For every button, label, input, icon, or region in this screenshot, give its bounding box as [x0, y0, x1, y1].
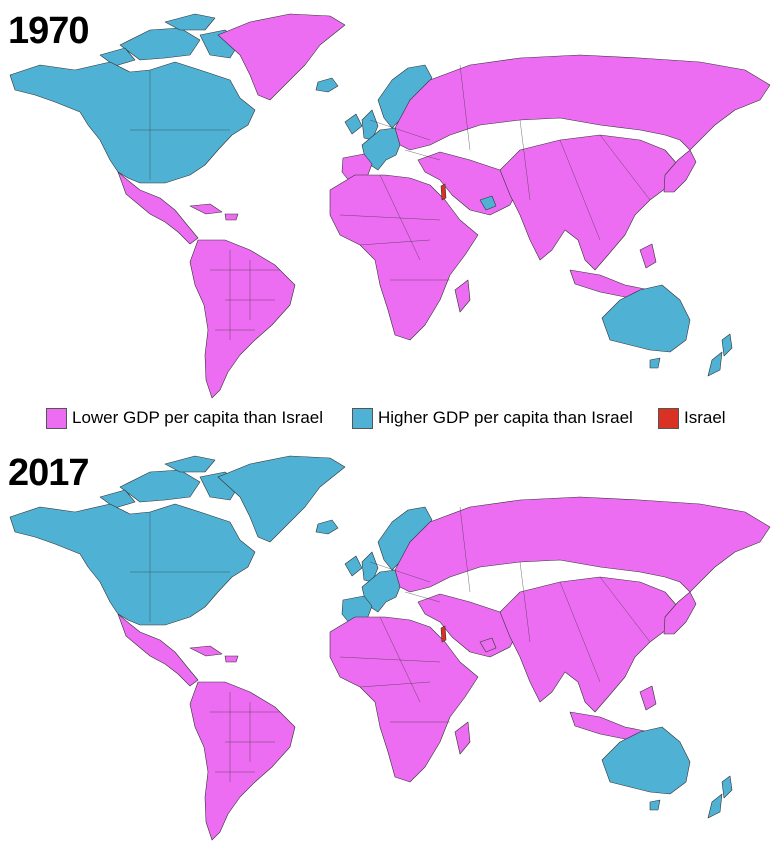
region-western-europe [361, 551, 379, 583]
region-canadian-arctic [164, 13, 216, 31]
region-eastern-europe-russia [394, 54, 771, 151]
region-western-europe [344, 113, 363, 135]
region-eastern-europe-russia [394, 496, 771, 593]
region-central-america [117, 171, 199, 245]
map-shapes [9, 455, 771, 841]
map-shapes [9, 13, 771, 399]
region-africa [454, 279, 471, 313]
region-japan [663, 149, 697, 193]
region-western-europe [344, 555, 363, 577]
region-gulf-states [479, 637, 497, 653]
region-africa [454, 721, 471, 755]
region-australia [601, 726, 691, 795]
region-middle-east [417, 593, 521, 658]
region-australia [649, 357, 661, 369]
legend-item-lower: Lower GDP per capita than Israel [46, 405, 323, 431]
region-western-europe [361, 109, 379, 141]
region-africa [329, 616, 479, 783]
country-borders [210, 692, 280, 782]
country-borders [130, 64, 651, 281]
legend-label-israel: Israel [684, 408, 726, 427]
region-new-zealand [721, 333, 733, 357]
map-2017: 2017 [0, 438, 780, 846]
region-iceland [315, 77, 339, 93]
region-gulf-states [479, 195, 497, 211]
region-new-zealand [707, 793, 723, 819]
legend-label-lower: Lower GDP per capita than Israel [72, 408, 324, 427]
legend-swatch-lower [46, 407, 67, 429]
region-canadian-arctic [164, 455, 216, 473]
region-canadian-arctic [119, 27, 201, 61]
region-greenland [217, 455, 346, 543]
region-south-america [189, 239, 296, 399]
region-israel [440, 625, 447, 643]
legend-swatch-israel [658, 407, 679, 429]
year-label-1970: 1970 [8, 10, 90, 52]
region-asia [499, 576, 679, 713]
region-asia [499, 134, 679, 271]
region-asia [639, 685, 657, 711]
country-borders [130, 506, 651, 723]
region-middle-east [417, 151, 521, 216]
legend-item-higher: Higher GDP per capita than Israel [352, 405, 633, 431]
legend-item-israel: Israel [658, 405, 726, 431]
region-canadian-arctic [119, 469, 201, 503]
region-south-america [189, 681, 296, 841]
region-central-america [189, 645, 223, 657]
legend-swatch-higher [352, 407, 373, 429]
region-north-america [9, 61, 256, 184]
region-africa [329, 174, 479, 341]
region-north-america [9, 503, 256, 626]
region-new-zealand [721, 775, 733, 799]
world-map-1970 [9, 13, 771, 399]
year-label-2017: 2017 [8, 452, 90, 494]
country-borders [210, 250, 280, 340]
region-new-zealand [707, 351, 723, 377]
legend-label-higher: Higher GDP per capita than Israel [378, 408, 633, 427]
region-asia [639, 243, 657, 269]
region-greenland [217, 13, 346, 101]
region-central-america [224, 213, 239, 221]
region-central-america [117, 613, 199, 687]
region-central-america [189, 203, 223, 215]
map-1970: 1970 [0, 0, 780, 400]
region-israel [440, 183, 447, 201]
region-central-america [224, 655, 239, 663]
region-australia [649, 799, 661, 811]
region-australia [601, 284, 691, 353]
region-japan [663, 591, 697, 635]
legend: Lower GDP per capita than Israel Higher … [0, 405, 780, 431]
world-map-2017 [9, 455, 771, 841]
region-iceland [315, 519, 339, 535]
